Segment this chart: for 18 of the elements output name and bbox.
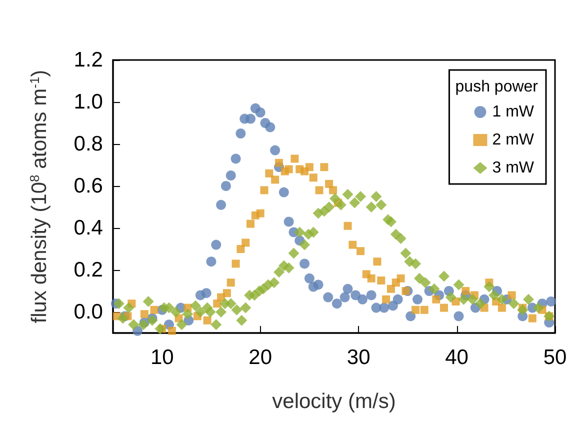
y-tick-label: 1.2 [74, 48, 103, 72]
x-tick-label: 30 [346, 346, 370, 369]
y-tick-label: 1.0 [74, 90, 103, 114]
x-tick-label: 40 [445, 346, 468, 369]
legend-label: 2 mW [492, 132, 535, 148]
legend-title: push power [455, 78, 539, 96]
y-tick-label: 0.6 [74, 174, 103, 198]
x-axis-title: velocity (m/s) [272, 390, 396, 413]
y-axis-title: flux density (108 atoms m-1) [27, 70, 51, 324]
y-tick-label: 0.0 [74, 300, 103, 324]
x-tick-label: 10 [150, 346, 174, 369]
y-tick-label: 0.4 [74, 216, 104, 240]
legend-label: 3 mW [492, 160, 535, 176]
legend-label: 1 mW [492, 104, 535, 120]
y-tick-label: 0.2 [74, 258, 103, 282]
x-tick-label: 20 [248, 346, 272, 369]
y-tick-label: 0.8 [74, 132, 103, 156]
x-tick-label: 50 [543, 346, 567, 369]
